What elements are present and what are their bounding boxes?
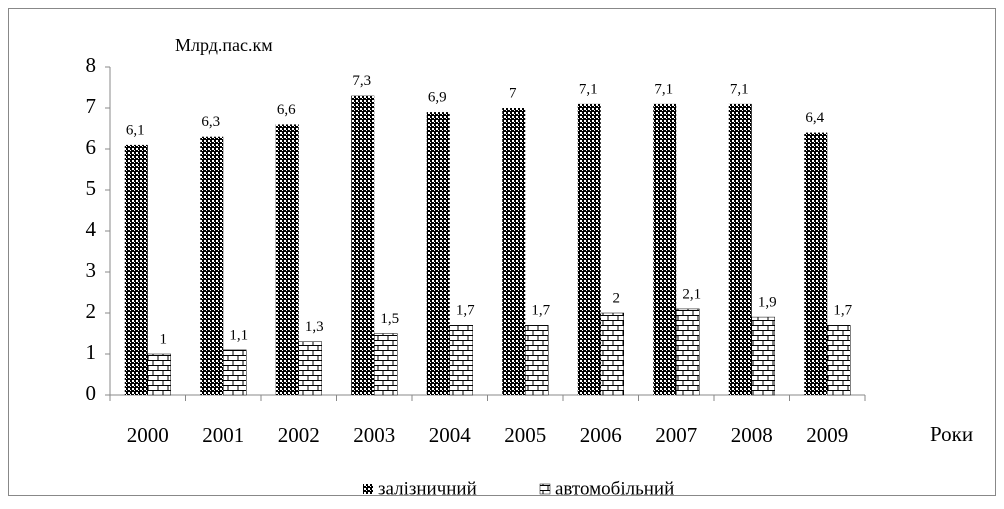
data-label: 2 (613, 290, 621, 306)
bar (124, 144, 148, 395)
bar (577, 103, 601, 396)
bar (676, 308, 700, 396)
data-label: 1,5 (380, 311, 399, 327)
bar (653, 103, 677, 396)
data-label: 1 (160, 331, 168, 347)
y-tick-label: 2 (86, 299, 97, 323)
data-label: 7,1 (579, 81, 598, 97)
legend-swatch (363, 484, 373, 494)
data-label: 2,1 (682, 286, 701, 302)
data-label: 1,9 (758, 295, 777, 311)
x-tick-label: 2007 (655, 423, 697, 447)
bar (751, 316, 775, 396)
data-label: 7,1 (654, 81, 673, 97)
y-tick-label: 5 (86, 176, 97, 200)
bar (374, 333, 398, 396)
data-label: 6,3 (201, 114, 220, 130)
data-label: 6,6 (277, 102, 296, 118)
data-label: 1,7 (456, 303, 475, 319)
bar (600, 312, 624, 396)
x-tick-label: 2000 (127, 423, 169, 447)
y-tick-label: 0 (86, 381, 97, 405)
bar (147, 353, 171, 396)
x-axis-title: Роки (930, 422, 973, 446)
x-tick-label: 2003 (353, 423, 395, 447)
bar (804, 132, 828, 395)
legend-swatch (539, 483, 551, 495)
x-tick-label: 2006 (580, 423, 622, 447)
bar (426, 112, 450, 395)
y-tick-label: 1 (86, 340, 97, 364)
data-label: 7,1 (730, 81, 749, 97)
bar (223, 349, 247, 396)
data-label: 6,1 (126, 122, 145, 138)
y-tick-label: 6 (86, 135, 97, 159)
x-tick-label: 2009 (806, 423, 848, 447)
y-tick-label: 3 (86, 258, 97, 282)
data-label: 1,1 (229, 327, 248, 343)
bar (728, 103, 752, 396)
data-label: 1,3 (305, 319, 324, 335)
data-label: 6,4 (805, 110, 824, 126)
bar (275, 124, 299, 396)
bar (200, 136, 224, 395)
x-tick-label: 2001 (202, 423, 244, 447)
bar (827, 325, 851, 396)
x-tick-label: 2004 (429, 423, 472, 447)
data-label: 7,3 (352, 73, 371, 89)
y-tick-label: 7 (86, 94, 97, 118)
bar (502, 108, 526, 395)
bar (298, 341, 322, 396)
x-tick-label: 2005 (504, 423, 546, 447)
y-axis-title: Млрд.пас.км (175, 35, 273, 55)
bar (351, 95, 375, 395)
y-tick-label: 8 (86, 53, 97, 77)
data-label: 6,9 (428, 90, 447, 106)
bar (525, 325, 549, 396)
data-label: 1,7 (833, 303, 852, 319)
legend-label: автомобільний (555, 478, 674, 499)
legend-label: залізничний (378, 478, 477, 499)
chart-border (8, 8, 996, 496)
y-tick-label: 4 (86, 217, 97, 241)
x-tick-label: 2002 (278, 423, 320, 447)
x-tick-label: 2008 (731, 423, 773, 447)
data-label: 7 (509, 85, 517, 101)
data-label: 1,7 (531, 303, 550, 319)
bar (449, 325, 473, 396)
